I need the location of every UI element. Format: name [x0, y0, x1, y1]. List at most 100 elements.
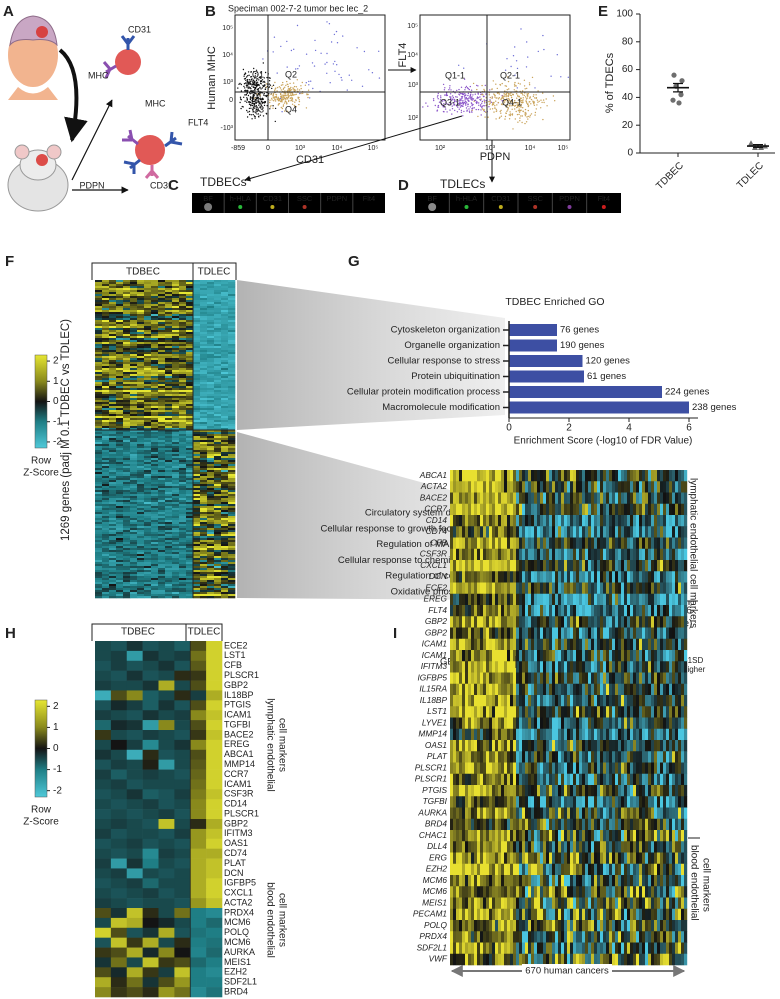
heatmap-texture: [102, 528, 110, 531]
heatmap-texture: [151, 284, 159, 287]
heatmap-texture: [179, 316, 187, 319]
heatmap-texture: [116, 460, 124, 463]
heatmap-texture: [172, 394, 180, 397]
event-dot: [253, 93, 255, 96]
event-dot: [341, 79, 343, 81]
heatmap-texture: [137, 510, 145, 513]
heatmap-texture: [179, 310, 187, 313]
event-dot: [246, 98, 249, 100]
event-dot: [521, 92, 523, 95]
heatmap-texture: [165, 484, 173, 487]
event-dot: [304, 84, 307, 87]
heatmap-texture: [165, 478, 173, 481]
heatmap-texture: [172, 536, 180, 539]
heatmap-texture: [186, 338, 194, 341]
heatmap-texture: [186, 492, 194, 495]
heatmap-texture: [130, 426, 138, 429]
heatmap-texture: [214, 382, 222, 385]
heatmap-texture: [214, 426, 222, 429]
event-dot: [273, 36, 276, 38]
heatmap-texture: [179, 568, 187, 571]
heatmap-texture: [137, 376, 145, 379]
heatmap-texture: [186, 378, 194, 381]
row-label: AURKA: [224, 947, 255, 957]
heatmap-texture: [144, 488, 152, 491]
event-dot: [454, 100, 456, 102]
heatmap-texture: [151, 556, 159, 559]
event-dot: [483, 99, 485, 101]
event-dot: [517, 94, 519, 97]
heatmap-texture: [221, 310, 229, 313]
event-dot: [461, 97, 463, 100]
event-dot: [519, 109, 522, 112]
event-dot: [296, 24, 299, 27]
row-label: GBP2: [224, 818, 248, 828]
heatmap-texture: [172, 494, 180, 497]
event-dot: [484, 84, 486, 87]
event-dot: [478, 102, 480, 104]
heatmap-texture: [95, 388, 103, 391]
heatmap-texture: [109, 472, 117, 475]
event-dot: [525, 121, 528, 123]
heatmap-texture: [123, 280, 131, 283]
heatmap-texture: [207, 512, 215, 515]
event-dot: [309, 97, 311, 99]
event-dot: [282, 81, 284, 84]
heatmap-texture: [130, 366, 138, 369]
heatmap-texture: [130, 450, 138, 453]
heatmap-texture: [158, 516, 166, 519]
heatmap-cell: [158, 898, 175, 909]
heatmap-texture: [172, 586, 180, 589]
heatmap-texture: [151, 352, 159, 355]
heatmap-texture: [193, 372, 201, 375]
heatmap-texture: [186, 392, 194, 395]
event-dot: [284, 110, 286, 112]
heatmap-texture: [102, 432, 110, 435]
heatmap-texture: [95, 568, 103, 571]
heatmap-texture: [228, 546, 236, 549]
heatmap-texture: [144, 346, 152, 349]
event-dot: [246, 116, 249, 118]
heatmap-texture: [130, 372, 138, 375]
heatmap-texture: [109, 338, 117, 341]
heatmap-texture: [158, 374, 166, 377]
heatmap-texture: [130, 516, 138, 519]
heatmap-texture: [137, 426, 145, 429]
heatmap-cell: [110, 947, 128, 958]
heatmap-texture: [200, 588, 208, 591]
heatmap-texture: [228, 400, 236, 403]
heatmap-texture: [179, 350, 187, 353]
heatmap-texture: [130, 326, 138, 329]
heatmap-texture: [228, 502, 236, 505]
heatmap-texture: [151, 310, 159, 313]
heatmap-texture: [116, 298, 124, 301]
heatmap-texture: [151, 536, 159, 539]
y-tick-label: 80: [622, 36, 634, 47]
heatmap-texture: [151, 464, 159, 467]
heatmap-texture: [109, 344, 117, 347]
heatmap-texture: [165, 500, 173, 503]
heatmap-texture: [130, 474, 138, 477]
heatmap-texture: [95, 282, 103, 285]
heatmap-texture: [137, 398, 145, 401]
heatmap-texture: [165, 510, 173, 513]
heatmap-texture: [207, 496, 215, 499]
heatmap-texture: [158, 520, 166, 523]
heatmap-texture: [123, 328, 131, 331]
heatmap-texture: [109, 442, 117, 445]
heatmap-cell: [110, 927, 128, 938]
heatmap-cell: [95, 759, 112, 770]
heatmap-texture: [165, 322, 173, 325]
event-dot: [560, 76, 562, 78]
heatmap-texture: [214, 420, 222, 423]
event-dot: [524, 88, 526, 90]
event-dot: [501, 82, 503, 85]
heatmap-cell: [110, 650, 128, 662]
heatmap-texture: [144, 414, 152, 417]
quadrant-label: Q3-1: [440, 97, 460, 107]
heatmap-texture: [130, 324, 138, 327]
heatmap-cell: [126, 749, 143, 760]
heatmap-cell: [190, 710, 207, 721]
heatmap-texture: [102, 340, 110, 343]
event-dot: [512, 94, 514, 96]
